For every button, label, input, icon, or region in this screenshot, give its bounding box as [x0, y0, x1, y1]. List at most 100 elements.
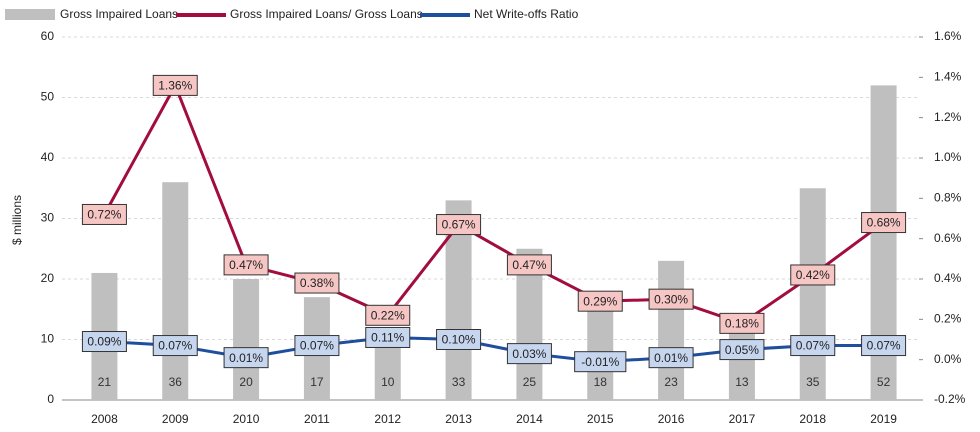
x-tick-label: 2008	[91, 412, 118, 426]
bar	[799, 188, 826, 400]
y2-tick-label: 1.6%	[934, 29, 962, 43]
legend: Gross Impaired Loans Gross Impaired Loan…	[5, 7, 579, 21]
data-label: 0.42%	[796, 268, 830, 282]
bar	[728, 321, 755, 400]
bar-label: 21	[98, 375, 112, 389]
data-label: 0.07%	[300, 339, 334, 353]
y-tick-label: 10	[41, 332, 55, 346]
data-label: 0.01%	[654, 351, 688, 365]
data-label-box	[365, 304, 411, 326]
x-tick-label: 2014	[516, 412, 543, 426]
data-label-box	[365, 326, 411, 348]
x-tick-label: 2013	[445, 412, 472, 426]
data-label: 0.07%	[158, 339, 192, 353]
bar-label: 25	[523, 375, 537, 389]
bar-label: 52	[877, 375, 891, 389]
y2-tick-label: 0.8%	[934, 191, 962, 205]
bar	[374, 339, 401, 400]
legend-label: Gross Impaired Loans/ Gross Loans	[230, 7, 423, 21]
data-label: 0.05%	[725, 343, 759, 357]
y-tick-label: 40	[41, 150, 55, 164]
bar	[233, 279, 260, 400]
data-label: 0.07%	[796, 339, 830, 353]
data-label: 0.22%	[371, 308, 405, 322]
line	[104, 335, 884, 364]
bar-label: 17	[310, 375, 324, 389]
y2-tick-label: 0.6%	[934, 231, 962, 245]
data-label: 0.30%	[654, 292, 688, 306]
data-label-box	[152, 74, 198, 96]
y2-tick-label: 1.2%	[934, 110, 962, 124]
y2-tick-label: 1.4%	[934, 70, 962, 84]
data-label: 0.47%	[229, 258, 263, 272]
data-label: 0.11%	[371, 331, 404, 345]
data-label-box	[436, 214, 482, 236]
x-tick-label: 2012	[374, 412, 401, 426]
bar-label: 33	[452, 375, 466, 389]
data-label-box	[577, 290, 623, 312]
data-label: 0.29%	[583, 294, 617, 308]
x-tick-label: 2010	[233, 412, 260, 426]
data-label-box	[506, 343, 552, 365]
data-label-box	[294, 335, 340, 357]
data-label: 0.38%	[300, 276, 334, 290]
legend-label: Net Write-offs Ratio	[474, 7, 579, 21]
y2-tick-label: 1.0%	[934, 150, 962, 164]
data-label-box	[436, 329, 482, 350]
data-label-box	[81, 331, 127, 353]
data-label: -0.01%	[581, 355, 619, 369]
y-tick-label: 50	[41, 90, 55, 104]
x-tick-label: 2016	[658, 412, 685, 426]
x-tick-label: 2015	[587, 412, 614, 426]
data-label-box	[81, 203, 127, 225]
data-label-box	[506, 254, 552, 276]
data-label-box	[790, 264, 836, 286]
data-label: 0.09%	[87, 335, 121, 349]
data-label-box	[719, 339, 765, 361]
x-tick-label: 2017	[729, 412, 756, 426]
bar-label: 13	[735, 375, 749, 389]
x-tick-label: 2018	[799, 412, 826, 426]
data-label: 0.01%	[229, 351, 263, 365]
data-label-box	[574, 351, 627, 373]
data-label-box	[790, 335, 836, 357]
data-label-box	[223, 347, 269, 369]
bar-label: 36	[169, 375, 183, 389]
legend-swatch	[5, 9, 55, 20]
y-tick-label: 30	[41, 211, 55, 225]
data-label: 0.72%	[87, 208, 121, 222]
y-axis-label: $ millions	[10, 195, 24, 245]
bar	[162, 182, 189, 400]
data-label-box	[648, 288, 694, 310]
bar-label: 20	[239, 375, 253, 389]
y2-tick-label: 0.0%	[934, 352, 962, 366]
y2-tick-label: 0.4%	[934, 271, 962, 285]
x-tick-label: 2019	[870, 412, 897, 426]
data-label-box	[861, 335, 907, 357]
line	[103, 83, 885, 325]
y2-tick-label: 0.2%	[934, 312, 962, 326]
bar-label: 23	[664, 375, 678, 389]
data-label-box	[719, 312, 765, 334]
data-label: 0.07%	[867, 339, 901, 353]
legend-label: Gross Impaired Loans	[60, 7, 178, 21]
data-label: 1.36%	[158, 79, 192, 93]
bar-label: 35	[806, 375, 820, 389]
x-tick-label: 2009	[162, 412, 189, 426]
data-label: 0.03%	[512, 347, 546, 361]
data-label-box	[294, 272, 340, 294]
y2-tick-label: -0.2%	[934, 392, 966, 406]
data-label: 0.47%	[512, 258, 546, 272]
y-tick-label: 0	[47, 392, 54, 406]
y-tick-label: 60	[41, 29, 55, 43]
data-label: 0.67%	[442, 218, 476, 232]
data-label: 0.68%	[867, 216, 901, 230]
data-label: 0.10%	[442, 333, 476, 347]
x-tick-label: 2011	[304, 412, 330, 426]
data-label-box	[648, 347, 694, 369]
bar-label: 18	[594, 375, 608, 389]
bar-label: 10	[381, 375, 395, 389]
data-label: 0.18%	[725, 317, 759, 331]
data-label-box	[152, 335, 198, 357]
